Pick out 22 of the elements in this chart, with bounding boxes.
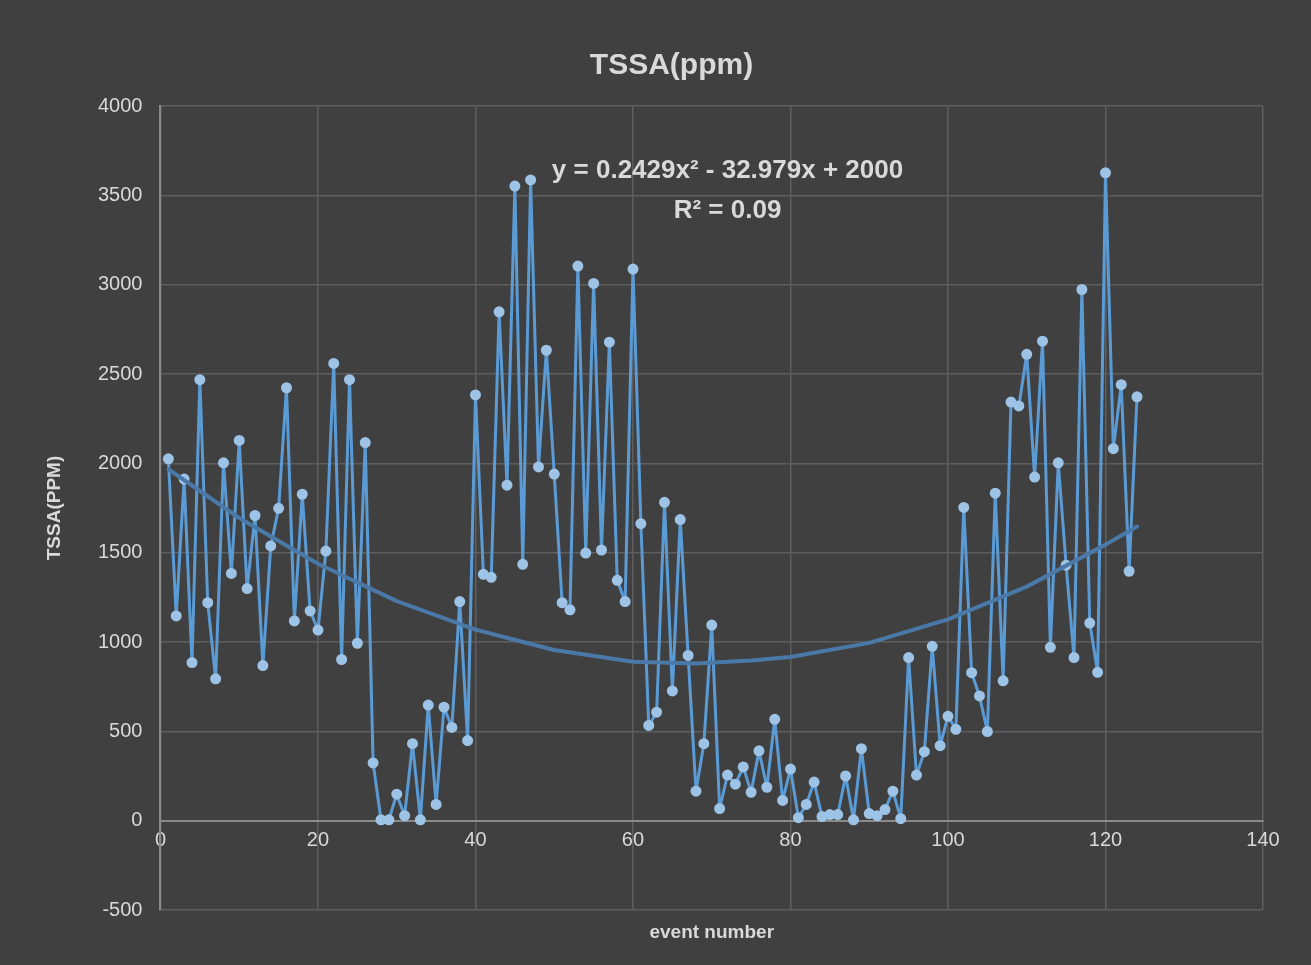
x-tick-label: 20 <box>306 828 330 851</box>
y-axis-title: TSSA(PPM) <box>43 455 64 561</box>
chart-title: TSSA(ppm) <box>589 47 754 81</box>
x-tick-label: 60 <box>621 828 645 851</box>
y-tick-label: 0 <box>131 808 143 831</box>
y-tick-label: 2000 <box>97 450 143 473</box>
x-tick-label: 120 <box>1088 828 1123 851</box>
x-axis-title: event number <box>649 921 775 942</box>
annotation: R² = 0.09 <box>673 194 782 224</box>
y-tick-label: 2500 <box>97 361 143 384</box>
y-tick-label: 1000 <box>97 629 143 652</box>
y-tick-label: 4000 <box>97 93 143 116</box>
y-tick-label: -500 <box>102 897 143 920</box>
y-tick-label: 500 <box>109 718 143 741</box>
y-tick-label: 3000 <box>97 272 143 295</box>
y-tick-label: 1500 <box>97 540 143 563</box>
x-tick-label: 100 <box>931 828 965 851</box>
x-tick-label: 40 <box>464 828 487 851</box>
annotation: y = 0.2429x² - 32.979x + 2000 <box>551 154 904 184</box>
y-tick-label: 3500 <box>97 182 143 205</box>
x-tick-label: 140 <box>1246 828 1280 851</box>
x-tick-label: 80 <box>779 828 802 851</box>
